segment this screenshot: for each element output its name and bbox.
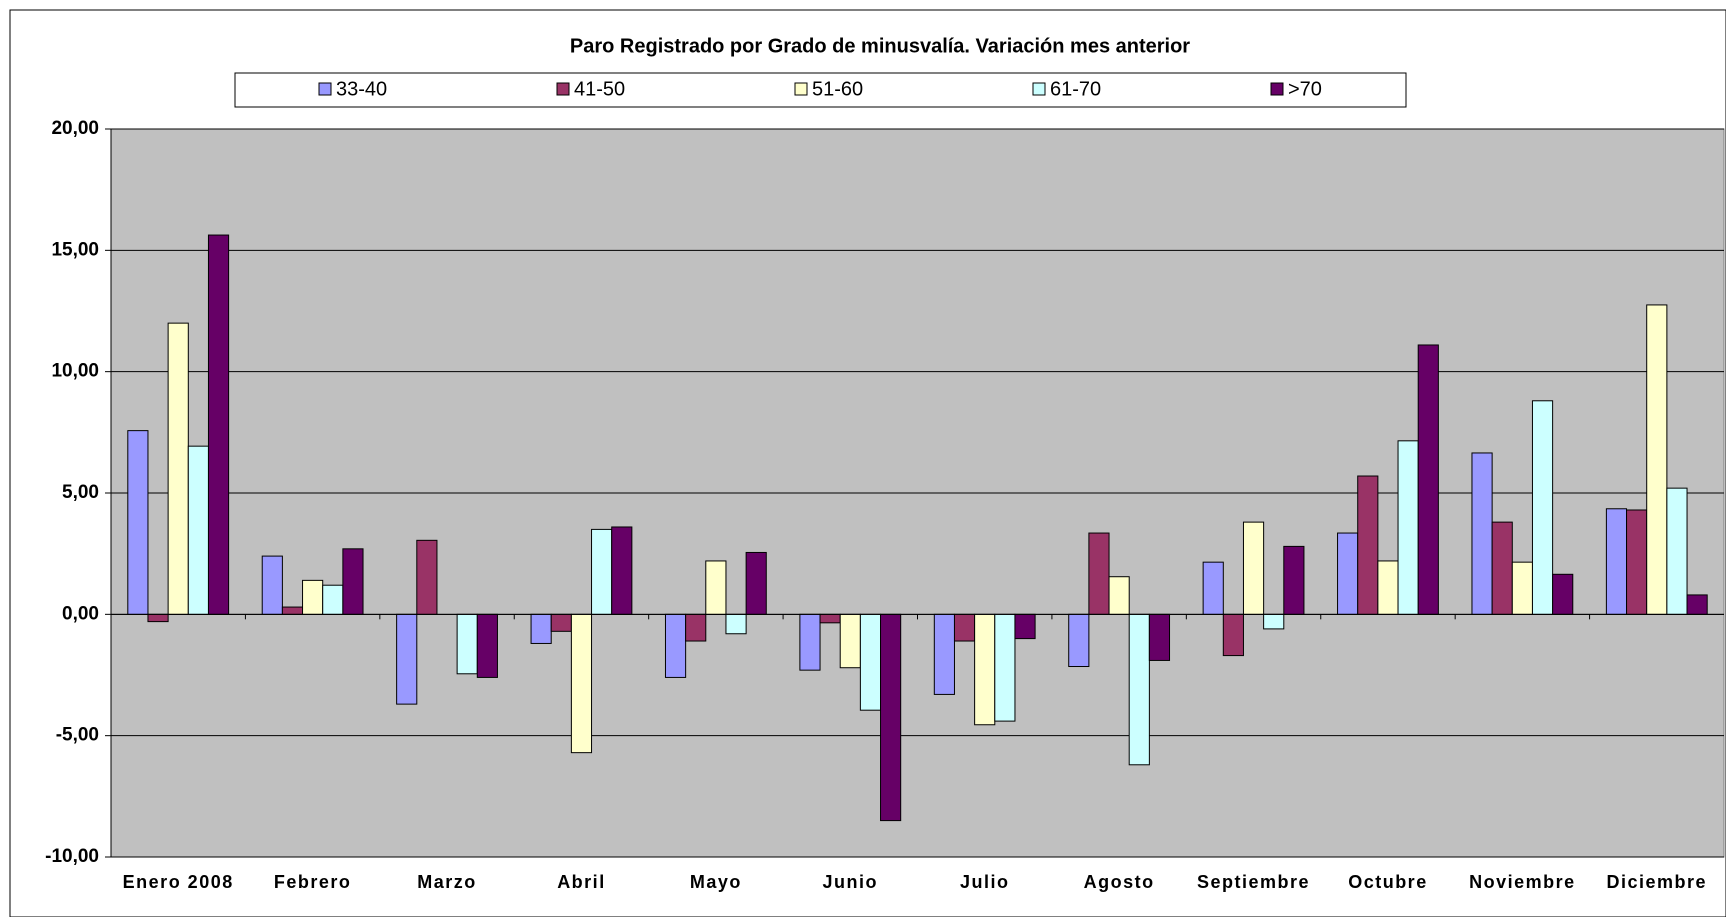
y-tick-label: -5,00 bbox=[56, 725, 99, 746]
bar bbox=[147, 613, 169, 623]
bar bbox=[1148, 613, 1171, 661]
bar bbox=[1666, 487, 1688, 615]
bar bbox=[745, 551, 767, 615]
x-tick-label: Mayo bbox=[690, 872, 742, 892]
bar bbox=[933, 613, 955, 695]
legend-label: 51-60 bbox=[812, 78, 863, 100]
bar bbox=[664, 613, 687, 678]
bar bbox=[705, 560, 727, 615]
bar bbox=[302, 579, 324, 615]
bar bbox=[281, 606, 304, 615]
x-tick-label: Abril bbox=[557, 872, 606, 892]
bar bbox=[396, 613, 418, 705]
bar bbox=[1242, 521, 1265, 615]
bar bbox=[1531, 400, 1554, 615]
bar bbox=[1068, 613, 1090, 668]
bar bbox=[456, 613, 478, 675]
y-tick-label: 5,00 bbox=[62, 482, 99, 503]
bar bbox=[550, 613, 572, 632]
bar bbox=[953, 613, 976, 642]
x-tick-label: Febrero bbox=[274, 872, 352, 892]
bar bbox=[611, 526, 633, 615]
bar bbox=[1202, 561, 1224, 615]
x-tick-label: Septiembre bbox=[1197, 872, 1310, 892]
bar bbox=[1014, 613, 1036, 640]
bar bbox=[1108, 576, 1130, 615]
bar bbox=[1552, 573, 1574, 615]
bar bbox=[261, 555, 283, 615]
bar bbox=[839, 613, 861, 669]
legend-swatch bbox=[794, 82, 808, 96]
bar bbox=[1377, 560, 1399, 615]
bar bbox=[570, 613, 593, 754]
bar bbox=[1128, 613, 1150, 766]
bar bbox=[322, 584, 344, 615]
bar bbox=[1605, 508, 1628, 615]
y-tick-label: 20,00 bbox=[51, 118, 99, 139]
legend-swatch bbox=[318, 82, 332, 96]
legend-label: >70 bbox=[1288, 78, 1322, 100]
chart-title: Paro Registrado por Grado de minusvalía.… bbox=[570, 35, 1190, 57]
bar bbox=[880, 613, 902, 822]
legend-swatch bbox=[1032, 82, 1046, 96]
y-tick-label: 10,00 bbox=[51, 361, 99, 382]
x-tick-label: Diciembre bbox=[1607, 872, 1708, 892]
bar bbox=[1511, 561, 1533, 615]
bar bbox=[342, 548, 364, 615]
legend-swatch bbox=[556, 82, 570, 96]
x-tick-label: Enero 2008 bbox=[123, 872, 234, 892]
bar bbox=[1397, 440, 1419, 615]
bar bbox=[530, 613, 552, 644]
y-tick-label: 15,00 bbox=[51, 239, 99, 260]
bar bbox=[1686, 594, 1708, 615]
y-tick-label: -10,00 bbox=[45, 846, 99, 867]
legend-box bbox=[234, 72, 1407, 108]
bar bbox=[994, 613, 1016, 722]
bar bbox=[187, 445, 209, 615]
bar bbox=[725, 613, 747, 635]
bar bbox=[476, 613, 498, 678]
bar bbox=[1417, 344, 1439, 615]
x-tick-label: Marzo bbox=[417, 872, 477, 892]
bar bbox=[1626, 509, 1648, 615]
bar bbox=[207, 234, 230, 615]
bar bbox=[974, 613, 996, 726]
bar bbox=[1263, 613, 1285, 630]
bar bbox=[1471, 452, 1493, 615]
bar bbox=[1337, 532, 1359, 615]
bar bbox=[591, 528, 613, 615]
x-tick-label: Julio bbox=[960, 872, 1010, 892]
x-tick-label: Noviembre bbox=[1469, 872, 1576, 892]
bar bbox=[685, 613, 707, 642]
legend-label: 61-70 bbox=[1050, 78, 1101, 100]
bar bbox=[127, 430, 149, 615]
x-tick-label: Octubre bbox=[1348, 872, 1428, 892]
legend-label: 33-40 bbox=[336, 78, 387, 100]
bar bbox=[799, 613, 821, 671]
bar bbox=[416, 539, 438, 615]
x-tick-label: Agosto bbox=[1084, 872, 1155, 892]
bar bbox=[1646, 304, 1668, 615]
x-tick-label: Junio bbox=[823, 872, 879, 892]
legend-swatch bbox=[1270, 82, 1284, 96]
legend-label: 41-50 bbox=[574, 78, 625, 100]
y-tick-label: 0,00 bbox=[62, 603, 99, 624]
bar bbox=[1088, 532, 1110, 615]
bar bbox=[1222, 613, 1244, 657]
bar bbox=[1357, 475, 1379, 615]
bar bbox=[167, 322, 189, 615]
bar bbox=[859, 613, 882, 711]
bar bbox=[819, 613, 841, 624]
bar bbox=[1283, 545, 1305, 615]
bar bbox=[1491, 521, 1513, 615]
